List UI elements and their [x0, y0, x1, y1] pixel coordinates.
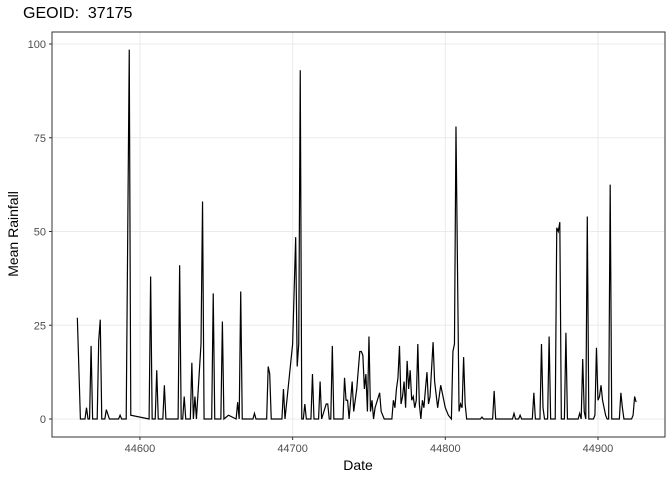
y-axis-label: Mean Rainfall [5, 191, 21, 277]
y-tick-label: 0 [40, 414, 46, 426]
y-tick-label: 25 [34, 320, 46, 332]
x-tick-label: 44800 [430, 443, 461, 455]
chart-title: GEOID: 37175 [23, 5, 132, 22]
y-tick-label: 50 [34, 227, 46, 239]
y-tick-label: 100 [28, 39, 46, 51]
data-line [76, 49, 637, 421]
x-tick-label: 44600 [125, 443, 156, 455]
x-tick-label: 44900 [583, 443, 614, 455]
plot-border [51, 31, 666, 438]
x-axis-label: Date [343, 457, 373, 473]
x-tick-label: 44700 [277, 443, 308, 455]
y-tick-label: 75 [34, 133, 46, 145]
